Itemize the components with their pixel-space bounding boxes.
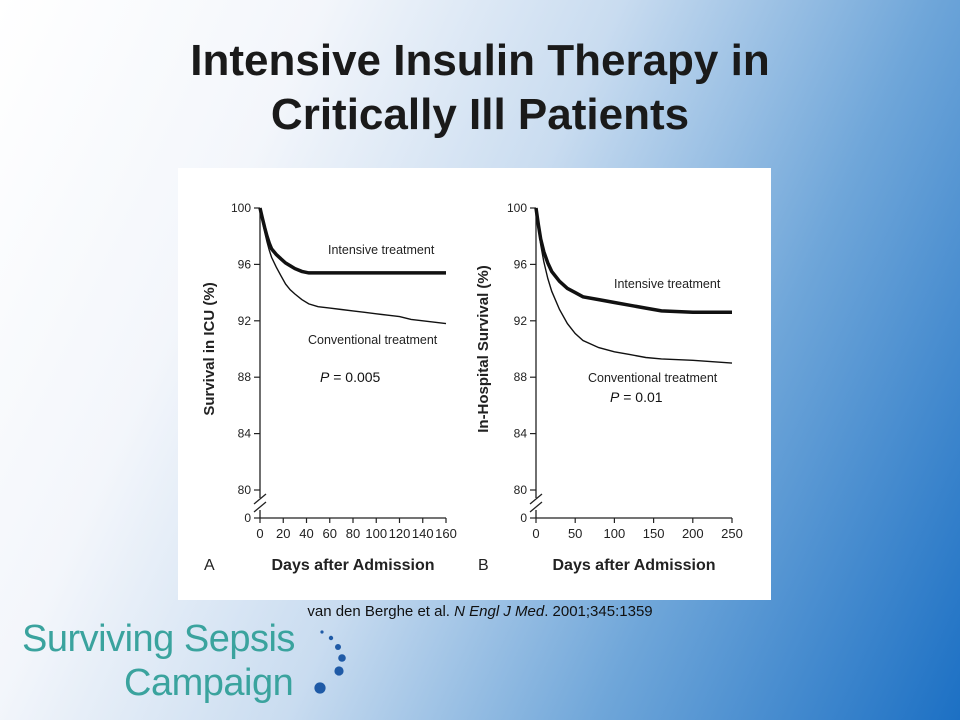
panel-letter: B (478, 557, 489, 574)
x-tick-label: 0 (256, 526, 263, 541)
axis-break-mark (529, 501, 543, 513)
y-tick-label: 0 (520, 511, 527, 525)
logo-dot (328, 635, 334, 641)
y-tick-label: 84 (514, 427, 528, 441)
y-tick-label: 88 (238, 370, 252, 384)
axis-break-mark (253, 493, 267, 505)
title-line-2: Critically Ill Patients (270, 90, 690, 139)
logo-line-1: Surviving Sepsis (22, 618, 295, 660)
p-value: P = 0.01 (610, 389, 663, 405)
x-tick-label: 20 (276, 526, 290, 541)
x-tick-label: 160 (435, 526, 457, 541)
logo-dot (338, 654, 346, 662)
panel-letter: A (204, 557, 215, 574)
slide-title: Intensive Insulin Therapy in Critically … (60, 34, 900, 142)
series-label: Conventional treatment (308, 333, 438, 347)
y-tick-label: 100 (231, 201, 251, 215)
logo-line-2: Campaign (124, 662, 294, 704)
x-tick-label: 200 (682, 526, 704, 541)
y-tick-label: 80 (238, 483, 252, 497)
y-tick-label: 84 (238, 427, 252, 441)
y-tick-label: 80 (514, 483, 528, 497)
logo-dots-icon (314, 630, 346, 694)
series-label: Intensive treatment (328, 243, 435, 257)
citation-authors: van den Berghe et al. (307, 603, 450, 620)
x-tick-label: 60 (323, 526, 337, 541)
axis-break-mark (253, 501, 267, 513)
series-line-conventional (535, 207, 733, 364)
citation-journal: N Engl J Med (454, 603, 545, 620)
p-value: P = 0.005 (320, 369, 381, 385)
x-tick-label: 150 (643, 526, 665, 541)
y-tick-label: 88 (514, 370, 528, 384)
x-tick-label: 80 (346, 526, 360, 541)
citation-rest: . 2001;345:1359 (544, 603, 653, 620)
logo-dot (320, 630, 324, 634)
series-line-intensive (534, 207, 732, 315)
y-tick-label: 100 (507, 201, 527, 215)
x-tick-label: 40 (299, 526, 313, 541)
x-axis-label: Days after Admission (271, 557, 434, 574)
series-line-intensive (258, 207, 446, 275)
y-tick-label: 0 (244, 511, 251, 525)
title-line-1: Intensive Insulin Therapy in (190, 36, 770, 85)
x-tick-label: 140 (412, 526, 434, 541)
x-tick-label: 100 (604, 526, 626, 541)
y-tick-label: 96 (514, 257, 528, 271)
series-line-conventional (259, 207, 447, 325)
chart-panel-b: 80 84 88 92 96 100 00 50 100 150 200 250 Days after … (475, 201, 743, 574)
y-tick-label: 96 (238, 257, 252, 271)
x-tick-label: 100 (365, 526, 387, 541)
y-axis-label: In-Hospital Survival (%) (475, 265, 492, 433)
x-axis-label: Days after Admission (552, 557, 715, 574)
logo-dot (334, 666, 344, 676)
x-tick-label: 120 (389, 526, 411, 541)
surviving-sepsis-logo: Surviving Sepsis Campaign (22, 618, 352, 714)
survival-figure: 80 84 88 92 96 100 0 0 20 40 60 80 100 120 140 160 Days … (178, 168, 771, 600)
x-tick-label: 50 (568, 526, 582, 541)
axis-break-mark (529, 493, 543, 505)
citation: van den Berghe et al. N Engl J Med. 2001… (200, 603, 760, 620)
series-label: Intensive treatment (614, 277, 721, 291)
x-tick-label: 0 (532, 526, 539, 541)
logo-dot (335, 644, 341, 650)
y-tick-label: 92 (514, 314, 528, 328)
x-tick-label: 250 (721, 526, 743, 541)
y-axis-label: Survival in ICU (%) (201, 282, 218, 415)
series-label: Conventional treatment (588, 371, 718, 385)
y-tick-label: 92 (238, 314, 252, 328)
logo-dot (314, 682, 326, 694)
